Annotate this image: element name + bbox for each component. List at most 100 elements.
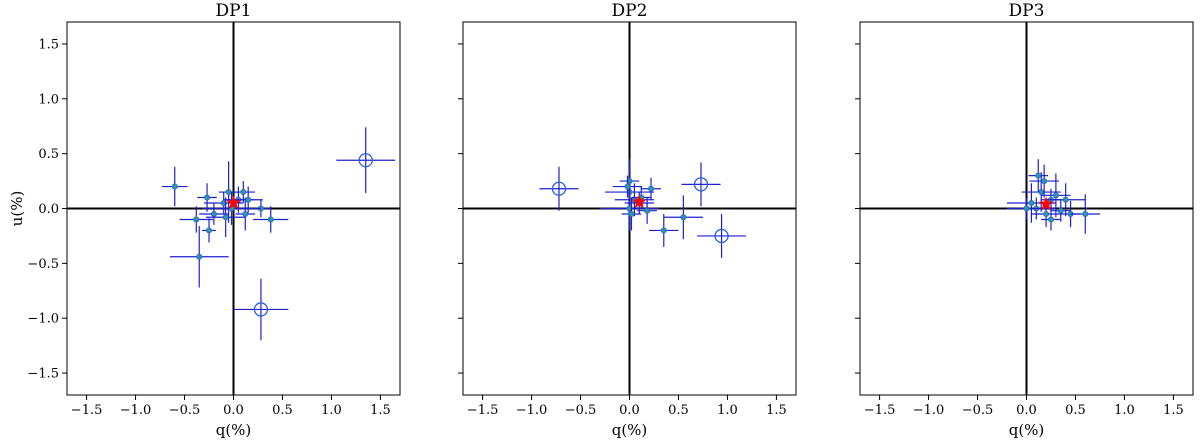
x-tick-label: 1.5 [766,403,787,418]
data-point [1021,172,1061,212]
y-tick-label: 1.5 [38,37,59,52]
outlier-point [697,213,747,258]
point-marker [628,210,635,217]
outlier-point [681,162,721,207]
y-tick-label: −0.5 [27,257,59,272]
point-marker [1082,210,1089,217]
point-marker [1028,200,1035,207]
plot-frame [859,21,1194,396]
point-marker [1035,172,1042,179]
x-tick-label: −0.5 [565,403,597,418]
point-marker [210,210,217,217]
point-marker [1047,216,1054,223]
y-tick-label: −1.5 [27,367,59,382]
outlier-marker [714,228,729,244]
point-marker [648,185,655,192]
y-tick-label: 1.0 [38,92,59,107]
data-point [641,177,661,200]
point-marker [680,214,687,221]
point-marker [624,183,631,190]
data-point [637,197,657,224]
x-axis-label: q(%) [1009,421,1045,439]
point-marker [225,189,232,196]
x-tick-label: −1.5 [71,403,103,418]
x-tick-label: −0.5 [169,403,201,418]
x-tick-label: −1.0 [120,403,152,418]
point-marker [1038,189,1045,196]
outlier-marker [693,177,709,192]
data-point [169,226,229,288]
point-marker [1062,196,1069,203]
x-tick-label: −1.0 [913,403,945,418]
x-axis-label: q(%) [216,421,252,439]
data-point [197,183,217,212]
panel-2: DP2 −1.5 −1.0 −0.5 0.0 0.5 1.0 1.5 q(%) [458,1,797,439]
point-marker [206,227,213,234]
data-point [202,218,216,243]
x-tick-label: 1.5 [1163,403,1184,418]
data-point [253,206,289,233]
data-point [1029,164,1059,198]
x-tick-label: −1.0 [516,403,548,418]
x-tick-label: 1.0 [321,403,342,418]
mean-star-marker [1038,196,1054,211]
data-point [179,206,213,233]
plot-frame [462,21,797,396]
x-tick-label: −0.5 [962,403,994,418]
x-tick-label: 0.0 [619,403,640,418]
y-tick-label: 0.5 [38,147,59,162]
point-marker [222,214,229,221]
point-marker [245,196,252,203]
panel-title: DP2 [612,1,648,21]
data-point [649,213,679,247]
data-point [1041,208,1061,231]
data-point [1028,159,1049,193]
data-point [612,175,643,198]
point-marker [220,200,227,207]
outlier-marker [358,153,373,168]
x-tick-label: 0.5 [668,403,689,418]
data-point [1006,197,1047,220]
point-marker [1041,178,1048,185]
data-point [621,197,642,231]
point-marker [171,183,178,190]
point-marker [644,207,651,214]
x-axis-label: q(%) [612,421,648,439]
x-tick-label: 1.0 [717,403,738,418]
outlier-marker [551,181,567,196]
point-marker [267,216,274,223]
data-point [663,195,703,240]
data-point [206,197,246,238]
point-marker [242,210,249,217]
point-marker [1023,205,1030,212]
plot-frame [66,21,401,396]
x-tick-label: −1.5 [467,403,499,418]
outlier-marker [253,302,269,317]
x-tick-label: 0.0 [1016,403,1037,418]
outlier-point [539,166,579,211]
x-tick-label: −1.5 [864,403,896,418]
point-marker [240,189,247,196]
panel-1: DP1 −1.5 −1.0 −0.5 0.0 0.5 1.0 1.5 −1.5 −1.0 −0.5 0… [8,1,401,439]
panel-title: DP1 [216,1,252,21]
point-marker [204,194,211,201]
outlier-point [233,278,289,341]
point-marker [1057,207,1064,214]
data-point [1046,183,1086,217]
x-tick-label: 0.0 [223,403,244,418]
point-marker [1052,192,1059,199]
point-marker [193,216,200,223]
data-point [162,166,188,207]
data-point [235,197,256,231]
point-marker [196,253,203,260]
x-tick-label: 0.5 [272,403,293,418]
y-axis-label: u(%) [8,191,26,227]
point-marker [626,178,633,185]
x-tick-label: 1.5 [370,403,391,418]
data-point [1050,199,1071,222]
panel-3: DP3 −1.5 −1.0 −0.5 0.0 0.5 1.0 1.5 q(%) [855,1,1194,439]
point-marker [660,227,667,234]
x-tick-label: 1.0 [1114,403,1135,418]
